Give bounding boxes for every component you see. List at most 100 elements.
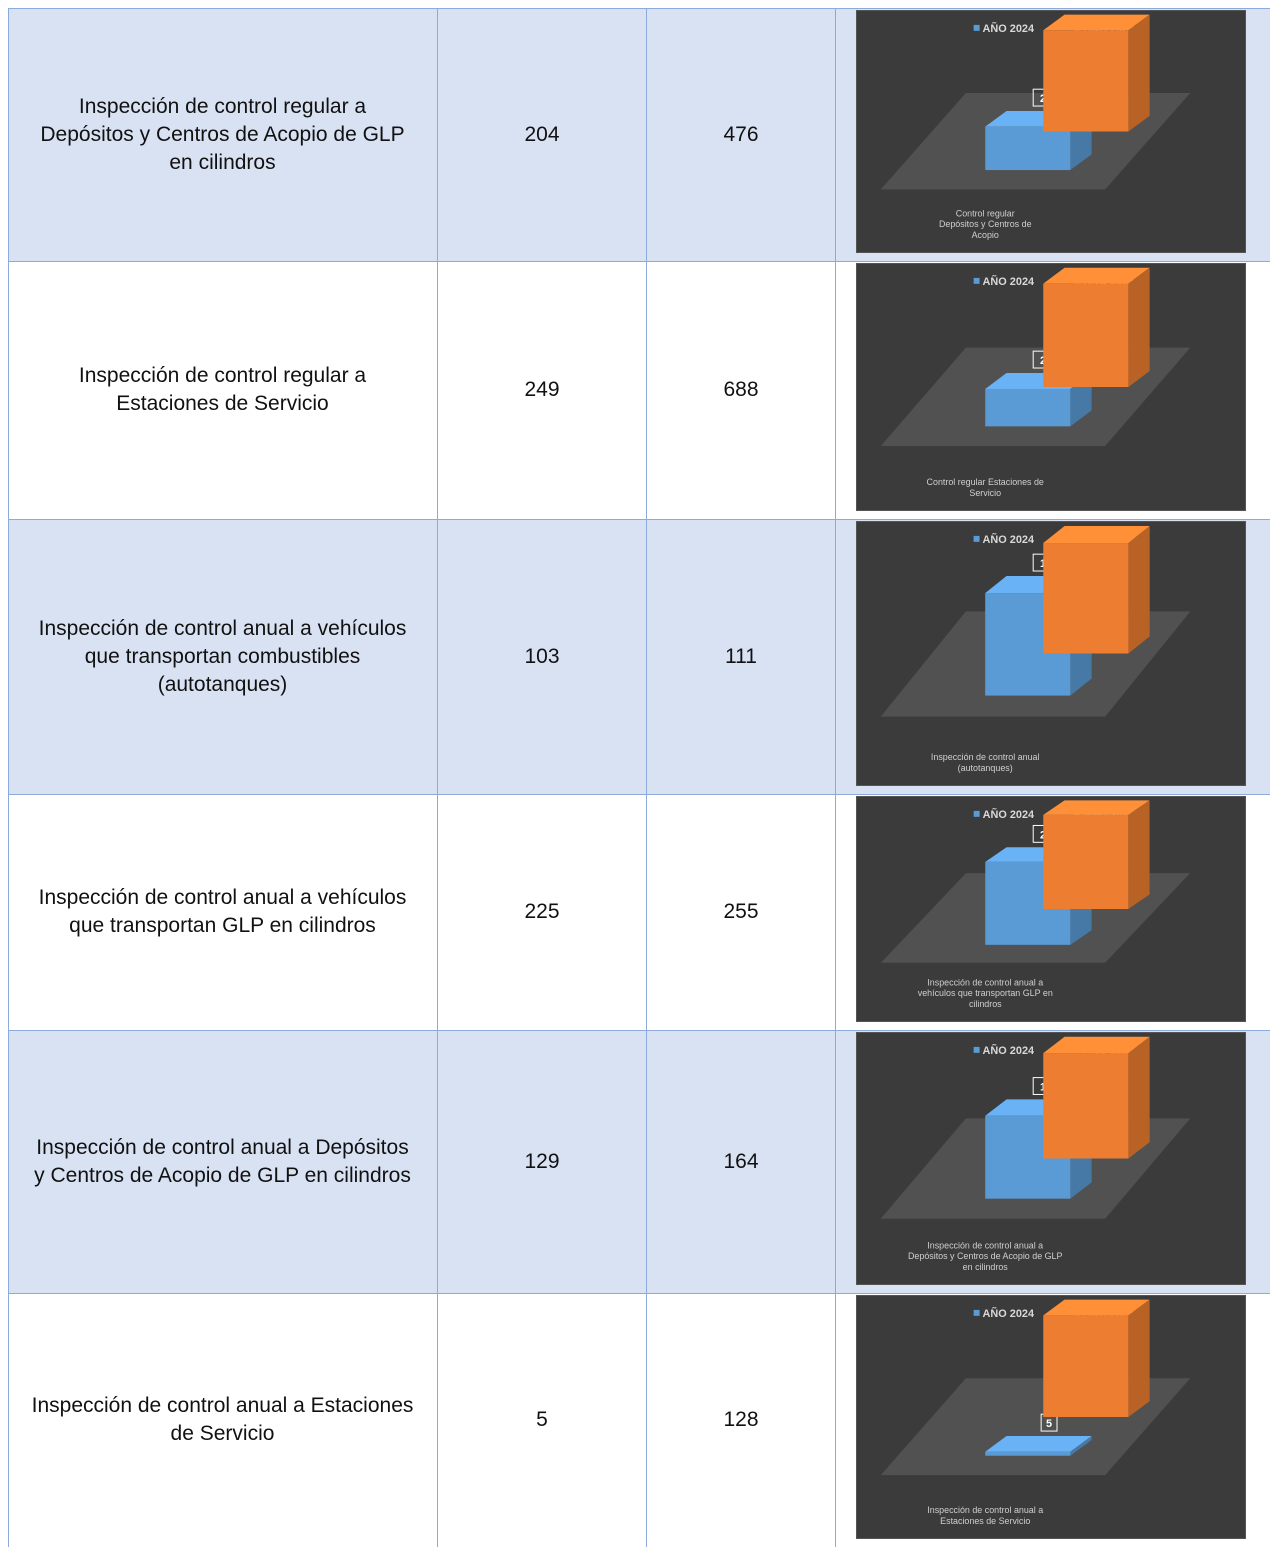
bar-front-face — [1043, 283, 1129, 387]
value-2024-cell: 5 — [536, 1408, 548, 1431]
bar-top-face — [1043, 525, 1150, 544]
legend-label: AÑO 2024 — [983, 1307, 1034, 1320]
bar-2025: 164 — [1043, 1036, 1150, 1159]
value-2024-cell: 204 — [524, 122, 560, 146]
bar-side-face — [1128, 1036, 1150, 1159]
table-row-border — [8, 8, 1270, 9]
description-text: Inspección de control anual a vehículos … — [38, 616, 407, 696]
legend-swatch-2024 — [973, 1046, 980, 1053]
bar-chart-svg: AÑO 2024AÑO 20255128Inspección de contro… — [857, 1296, 1245, 1538]
value-2024-cell: 225 — [524, 900, 560, 923]
value-2025-cell: 164 — [723, 1149, 759, 1173]
category-label: Inspección de control anual a — [927, 1240, 1043, 1250]
description-text: Inspección de control regular a Depósito… — [40, 94, 405, 174]
bar-chart-svg: AÑO 2024AÑO 2025103111Inspección de cont… — [857, 522, 1245, 785]
data-label-2024: 5 — [1046, 1418, 1052, 1430]
bar-chart: AÑO 2024AÑO 2025204476Control regularDep… — [856, 10, 1246, 253]
bar-2024: 5 — [985, 1413, 1092, 1456]
chart-cell: AÑO 2024AÑO 2025103111Inspección de cont… — [836, 519, 1270, 794]
bar-front-face — [985, 126, 1071, 171]
bar-2025: 111 — [1043, 525, 1150, 654]
category-label: Estaciones de Servicio — [940, 1516, 1030, 1526]
value-2025-cell: 111 — [725, 644, 757, 668]
table-row-border — [8, 1030, 1270, 1031]
bar-2025: 255 — [1043, 800, 1150, 909]
bar-chart: AÑO 2024AÑO 2025225255Inspección de cont… — [856, 796, 1246, 1022]
bar-chart-svg: AÑO 2024AÑO 2025249688Control regular Es… — [857, 264, 1245, 510]
bar-top-face — [985, 1436, 1092, 1452]
table-column-border — [835, 8, 836, 1547]
description-cell: Inspección de control anual a vehículos … — [8, 794, 437, 1030]
legend-swatch-2024 — [973, 24, 980, 31]
legend-label: AÑO 2024 — [983, 275, 1035, 288]
bar-top-face — [1043, 14, 1150, 31]
legend-swatch-2024 — [973, 1309, 980, 1316]
description-text: Inspección de control regular a Estacion… — [78, 364, 367, 415]
table-row: Inspección de control regular a Estacion… — [8, 261, 1270, 519]
bar-chart: AÑO 2024AÑO 2025129164Inspección de cont… — [856, 1032, 1246, 1285]
value-2024-cell: 249 — [524, 378, 560, 401]
category-label: cilindros — [969, 999, 1002, 1009]
table-column-border — [646, 8, 647, 1547]
table-row: Inspección de control anual a vehículos … — [8, 794, 1270, 1030]
table-row: Inspección de control anual a Depósitos … — [8, 1030, 1270, 1293]
bar-side-face — [1128, 1299, 1150, 1417]
bar-front-face — [1043, 543, 1129, 654]
value-2025-cell: 128 — [723, 1408, 759, 1431]
value-2024-cell: 129 — [524, 1149, 560, 1173]
description-cell: Inspección de control regular a Estacion… — [8, 261, 437, 519]
bar-side-face — [1070, 1436, 1092, 1456]
bar-2025: 476 — [1043, 14, 1150, 132]
category-label: Servicio — [969, 488, 1001, 498]
value-2025-cell: 255 — [723, 900, 759, 923]
bar-chart: AÑO 2024AÑO 2025249688Control regular Es… — [856, 263, 1246, 511]
bar-chart-svg: AÑO 2024AÑO 2025129164Inspección de cont… — [857, 1033, 1245, 1284]
table-row: Inspección de control anual a Estaciones… — [8, 1293, 1270, 1547]
category-label: Inspección de control anual — [931, 752, 1040, 762]
category-label: Depósitos y Centros de Acopio de GLP — [908, 1251, 1063, 1261]
category-label: Control regular Estaciones de — [927, 477, 1044, 487]
table-row-border — [8, 794, 1270, 795]
description-cell: Inspección de control anual a Estaciones… — [8, 1293, 437, 1547]
description-text: Inspección de control anual a vehículos … — [38, 886, 407, 937]
description-text: Inspección de control anual a Estaciones… — [31, 1394, 414, 1445]
legend-label: AÑO 2024 — [983, 22, 1034, 35]
category-label: (autotanques) — [958, 763, 1013, 773]
chart-cell: AÑO 2024AÑO 20255128Inspección de contro… — [836, 1293, 1270, 1547]
category-label: Inspección de control anual a — [927, 1505, 1043, 1515]
bar-front-face — [1043, 1053, 1129, 1159]
description-cell: Inspección de control regular a Depósito… — [8, 8, 437, 261]
bar-side-face — [1128, 267, 1150, 387]
bar-top-face — [1043, 267, 1150, 284]
table-row: Inspección de control anual a vehículos … — [8, 519, 1270, 794]
category-label: Depósitos y Centros de — [939, 219, 1032, 229]
category-label: Inspección de control anual a — [927, 977, 1043, 987]
table-row-border — [8, 261, 1270, 262]
chart-cell: AÑO 2024AÑO 2025129164Inspección de cont… — [836, 1030, 1270, 1293]
description-text: Inspección de control anual a Depósitos … — [34, 1135, 411, 1187]
legend-swatch-2024 — [973, 810, 980, 817]
chart-cell: AÑO 2024AÑO 2025249688Control regular Es… — [836, 261, 1270, 519]
legend-label: AÑO 2024 — [983, 1044, 1035, 1057]
bar-2025: 128 — [1043, 1299, 1150, 1417]
bar-side-face — [1128, 525, 1150, 654]
description-cell: Inspección de control anual a vehículos … — [8, 519, 437, 794]
bar-top-face — [1043, 1299, 1150, 1316]
bar-front-face — [1043, 30, 1129, 132]
value-2025-cell: 476 — [723, 122, 759, 146]
chart-cell: AÑO 2024AÑO 2025225255Inspección de cont… — [836, 794, 1270, 1030]
bar-chart: AÑO 2024AÑO 2025103111Inspección de cont… — [856, 521, 1246, 786]
value-2024-cell: 103 — [524, 644, 560, 668]
value-2025-cell: 688 — [723, 378, 759, 401]
bar-side-face — [1128, 14, 1150, 132]
legend-label: AÑO 2024 — [983, 533, 1035, 546]
bar-front-face — [1043, 814, 1129, 909]
bar-front-face — [1043, 1315, 1129, 1417]
category-label: Acopio — [972, 230, 999, 240]
legend-label: AÑO 2024 — [983, 808, 1034, 821]
description-cell: Inspección de control anual a Depósitos … — [8, 1030, 437, 1293]
category-label: Control regular — [956, 208, 1015, 218]
bar-2025: 688 — [1043, 267, 1150, 387]
table-row-border — [8, 1293, 1270, 1294]
legend-swatch-2024 — [973, 535, 980, 542]
